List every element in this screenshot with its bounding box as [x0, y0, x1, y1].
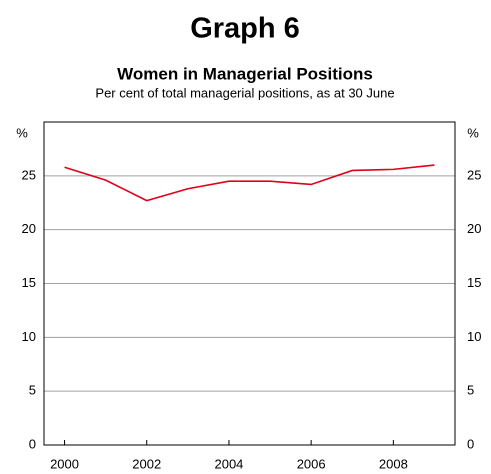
y2-tick-label: 25 [467, 167, 481, 182]
x-tick-label: 2002 [132, 456, 161, 471]
x-tick-label: 2004 [214, 456, 243, 471]
line [64, 164, 435, 202]
y-tick-label: 5 [29, 383, 36, 398]
y2-tick-label: 0 [467, 436, 474, 451]
y2-unit: % [467, 125, 479, 140]
y2-tick-label: 20 [467, 221, 481, 236]
y-tick-label: 10 [22, 329, 36, 344]
chart-title: Graph 6 [190, 13, 300, 45]
y-tick-label: 25 [22, 167, 36, 182]
y2-tick-label: 5 [467, 383, 474, 398]
chart-description: Per cent of total managerial positions, … [95, 85, 394, 100]
x-tick-label: 2000 [50, 456, 79, 471]
y-unit: % [16, 125, 28, 140]
y2-tick-label: 15 [467, 275, 481, 290]
y-tick-label: 0 [29, 436, 36, 451]
x-tick-label: 2006 [297, 456, 326, 471]
plot-frame [43, 121, 456, 446]
chart-subtitle: Women in Managerial Positions [117, 64, 373, 83]
y-tick-label: 20 [22, 221, 36, 236]
x-tick-label: 2008 [379, 456, 408, 471]
y-tick-label: 15 [22, 275, 36, 290]
y2-tick-label: 10 [467, 329, 481, 344]
